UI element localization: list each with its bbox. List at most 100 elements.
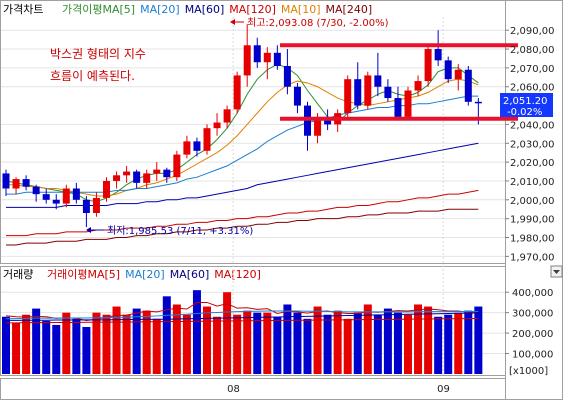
volume-tick-label: 300,000 [512,309,553,320]
volume-bar [333,310,342,374]
candle-body [434,49,442,61]
candle-body [173,154,181,178]
price-gridlines [1,29,505,257]
volume-legend-item: MA[60] [170,268,210,281]
volume-legend-item: 거래이평MA[5] [47,268,120,281]
price-legend-item: MA[60] [185,3,225,16]
candle-body [82,199,90,213]
volume-bar [293,312,302,374]
candle-body [253,45,261,63]
x-axis-frame [0,378,506,400]
price-header [1,1,505,16]
volume-legend-item: MA[120] [214,268,261,281]
candle-body [42,194,50,200]
candle-body [133,171,141,183]
volume-bar [323,314,332,374]
candle-body [32,186,40,195]
volume-bar [122,314,131,374]
price-tick-label: 2,080,00 [510,45,555,56]
price-tick-label: 2,020,00 [510,158,555,169]
volume-bar [343,318,352,374]
price-panel-scale-button[interactable] [550,265,563,278]
volume-bar [142,310,151,374]
candle-body [414,81,422,91]
volume-bar [303,318,312,374]
volume-bar [263,312,272,374]
volume-bar [192,290,201,374]
candle-body [293,86,301,106]
price-tick-label: 1,970,00 [510,252,555,263]
candle-body [223,109,231,123]
volume-legend: 거래이평MA[5] MA[20] MA[60] MA[120] [47,268,261,281]
volume-bar [72,318,81,374]
volume-bar [213,316,222,374]
volume-bar [313,306,322,374]
volume-bar [22,314,31,374]
volume-legend-item: MA[20] [125,268,165,281]
candle-body [103,180,110,198]
current-price-change: -0.02% [507,107,542,118]
volume-bar [424,306,433,374]
candle-body [283,66,291,87]
volume-bar [434,316,443,374]
candle-body [193,141,201,151]
price-legend-item: MA[120] [229,3,276,16]
candle-body [314,116,322,136]
x-tick-label: 09 [437,384,450,395]
x-tick-label: 08 [227,384,240,395]
candle-body [52,199,60,204]
volume-y-axis-ticks: 400,000 300,000 200,000 100,000 [505,288,553,361]
price-panel-title: 가격차트 [3,3,43,16]
candle-body [92,197,100,213]
candle-body [153,169,161,174]
candle-body [273,52,281,66]
candle-body [474,101,482,104]
current-price-label: 2,051.20 -0.02% [500,93,553,118]
volume-bar [273,316,282,374]
price-tick-label: 2,000,00 [510,196,555,207]
candle-body [384,86,392,99]
volume-bar [203,306,211,374]
high-arrow-icon [230,19,235,25]
volume-bar [454,312,463,374]
price-tick-label: 2,010,00 [510,177,555,188]
volume-bar [444,314,453,374]
volume-bar [474,306,483,374]
low-arrow-icon [86,227,91,233]
volume-ma-line [5,310,479,320]
candle-body [2,173,10,189]
current-price-value: 2,051.20 [503,96,548,107]
volume-unit-label: [x1000] [509,366,548,377]
candle-body [243,45,251,76]
candle-body [22,179,30,187]
volume-bar [92,312,101,374]
price-tick-label: 2,060,00 [510,83,555,94]
high-annotation: 최고:2,093.08 (7/30, -2.00%) [230,17,389,29]
volume-tick-label: 100,000 [512,350,553,361]
volume-bar [82,326,91,374]
current-price-background [500,93,553,117]
volume-bar [464,310,473,374]
price-legend-item: MA[20] [140,3,180,16]
candle-body [163,169,171,178]
volume-bar [152,318,161,374]
volume-moving-averages [5,301,479,324]
price-tick-label: 1,980,00 [510,234,555,245]
low-annotation: 최저:1,985.53 (7/11, +3.31%) [86,225,253,237]
candle-body [123,171,131,176]
volume-bar [172,304,181,374]
box-note-line-1: 박스권 형태의 지수 [50,47,146,61]
chevron-down-icon [553,270,560,274]
volume-bar [223,292,232,374]
box-note-line-2: 흐름이 예측된다. [50,69,135,83]
volume-bar [363,304,372,374]
volume-bars [2,290,483,374]
volume-bar [2,316,10,374]
price-y-axis-ticks: 2,090,00 2,080,00 2,070,00 2,060,00 2,040,00… [505,26,555,263]
volume-bar [102,314,111,374]
volume-bar [162,296,171,374]
candle-body [364,75,372,106]
volume-ma-line [6,317,479,324]
candle-body [213,122,221,129]
